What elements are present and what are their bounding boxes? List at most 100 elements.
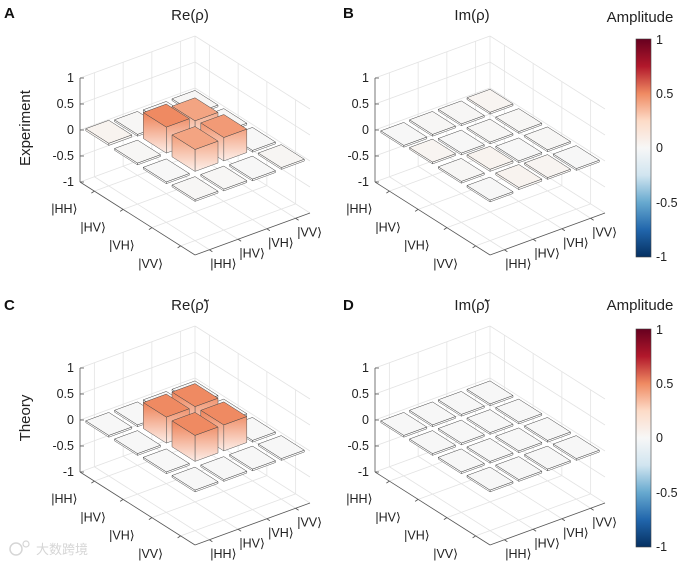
bar	[495, 398, 543, 425]
bar-top	[437, 391, 485, 415]
bar	[380, 412, 428, 438]
gridline	[489, 35, 606, 110]
row-tick-mark	[414, 209, 419, 212]
bar-top	[466, 146, 514, 170]
bar	[552, 145, 600, 171]
row-tick-mark	[443, 227, 448, 230]
gridline	[194, 377, 311, 452]
row-tick-mark	[177, 245, 181, 249]
gridline	[374, 377, 491, 421]
bar3-chart-4: 10.50-0.5-1|HH⟩|HV⟩|VH⟩|VV⟩ |HH⟩|HV⟩|VH⟩|…	[346, 325, 617, 561]
bar	[437, 100, 485, 127]
bar-top	[171, 383, 219, 407]
row-tick-label: |HH⟩	[346, 492, 372, 506]
bar	[466, 176, 514, 203]
col-tick-mark	[504, 249, 508, 253]
bar-top	[171, 97, 219, 122]
col-tick-mark	[237, 528, 242, 532]
colorbar-tick: 1	[656, 33, 663, 47]
gridline	[374, 35, 491, 79]
z-tick-label: 0	[362, 123, 369, 137]
gridline	[374, 325, 491, 369]
bar	[437, 129, 485, 156]
bar-top	[437, 419, 485, 444]
watermark: 大数跨境	[36, 542, 88, 557]
bar	[552, 435, 600, 461]
gridline	[489, 351, 606, 426]
col-tick-mark	[561, 518, 566, 522]
row-tick-label: |VV⟩	[433, 547, 458, 561]
col-tick-label: |HV⟩	[534, 246, 560, 260]
z-tick-label: 1	[67, 71, 74, 85]
row-tick-mark	[386, 190, 390, 194]
row-tick-mark	[443, 517, 448, 520]
col-tick-label: |VH⟩	[268, 236, 294, 250]
bar-top	[380, 122, 428, 146]
gridline	[374, 351, 491, 395]
bar-top	[200, 114, 248, 138]
bar-top	[257, 435, 305, 459]
bar	[171, 126, 219, 172]
bar	[495, 137, 543, 164]
bar	[408, 138, 457, 165]
bar	[437, 158, 485, 184]
col-tick-mark	[532, 528, 537, 532]
bar	[523, 445, 572, 472]
gridline	[194, 325, 311, 400]
panel-letter-d: D	[343, 297, 354, 314]
gridline	[79, 377, 196, 421]
row-label-theory: Theory	[17, 394, 34, 441]
gridline	[389, 466, 505, 541]
z-tick-label: 0.5	[57, 97, 74, 111]
colorbar-tick: 1	[656, 323, 663, 337]
colorbar-bottom: 1 0.5 0 -0.5 -1	[635, 323, 678, 554]
gridline	[180, 203, 296, 247]
bar-top	[113, 430, 162, 454]
bar	[523, 126, 572, 153]
bar	[200, 165, 248, 192]
gridline	[79, 35, 196, 79]
z-tick-label: 0	[67, 413, 74, 427]
row-tick-mark	[148, 517, 153, 520]
bar-top	[466, 438, 514, 462]
col-tick-mark	[504, 539, 508, 543]
z-tick-label: 1	[362, 361, 369, 375]
title-im-rho: Im(ρ)	[454, 7, 489, 24]
bar-top	[523, 154, 572, 178]
gridline	[489, 325, 606, 400]
gridline	[374, 61, 491, 105]
col-tick-mark	[237, 238, 242, 242]
col-tick-label: |HH⟩	[505, 257, 531, 271]
row-tick-label: |HV⟩	[80, 510, 106, 524]
bar-top	[408, 430, 457, 454]
col-tick-mark	[209, 249, 213, 253]
title-im-rho-tilde: Im(ρ̃)	[454, 297, 490, 314]
bar-top	[85, 412, 133, 436]
colorbar-gradient	[635, 38, 652, 258]
bar-top	[142, 448, 190, 473]
row-tick-label: |HH⟩	[51, 202, 77, 216]
colorbar-top: 1 0.5 0 -0.5 -1	[635, 33, 678, 264]
col-axis	[489, 212, 606, 256]
bar-top	[495, 108, 543, 132]
col-tick-label: |HH⟩	[210, 547, 236, 561]
gridline	[194, 87, 311, 162]
row-tick-label: |HH⟩	[51, 492, 77, 506]
gridline	[79, 61, 196, 105]
colorbar-title-bottom: Amplitude	[607, 297, 674, 314]
gridline	[79, 87, 196, 131]
bar	[466, 380, 514, 407]
bar-top	[466, 89, 514, 113]
colorbar-tick: 0	[656, 141, 663, 155]
col-tick-label: |VH⟩	[563, 236, 589, 250]
row-tick-mark	[91, 480, 95, 484]
colorbar-gradient	[635, 328, 652, 548]
gridline	[475, 493, 591, 537]
gridline	[79, 351, 196, 395]
z-tick-label: -0.5	[52, 439, 74, 453]
bar	[495, 427, 543, 454]
bar	[171, 412, 219, 462]
bar	[523, 417, 572, 443]
bar-top	[523, 445, 572, 470]
